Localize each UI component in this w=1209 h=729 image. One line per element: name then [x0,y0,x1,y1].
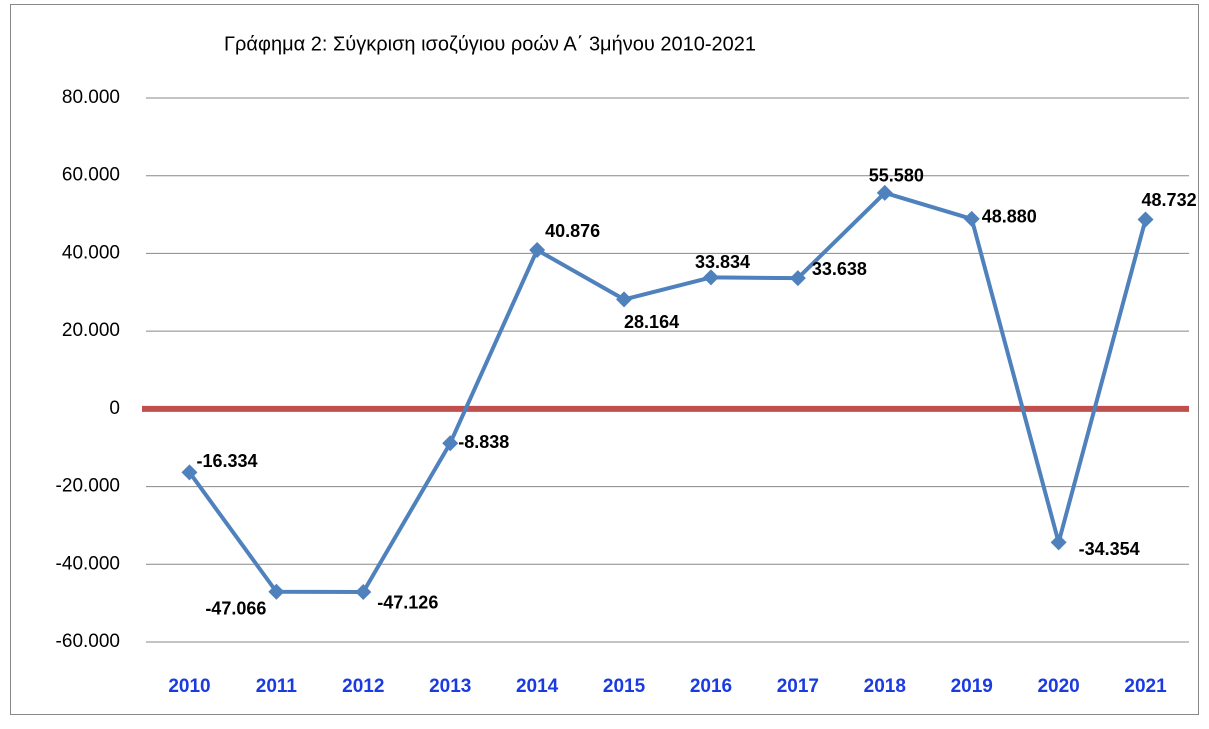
data-label: 28.164 [624,312,679,332]
point-marker [442,435,459,452]
y-tick-label: 40.000 [62,242,120,263]
x-tick-label: 2018 [864,676,906,697]
data-label: 55.580 [869,166,924,186]
x-tick-label: 2012 [342,676,384,697]
x-tick-label: 2017 [777,676,819,697]
data-label: 33.834 [695,252,750,272]
x-tick-label: 2016 [690,676,732,697]
data-label: -16.334 [196,451,257,471]
data-label: -47.066 [205,598,266,618]
y-tick-label: 20.000 [62,320,120,341]
data-label: 48.732 [1142,190,1197,210]
y-tick-label: -20.000 [56,476,120,497]
x-tick-label: 2020 [1037,676,1079,697]
point-marker [355,583,372,600]
x-tick-label: 2013 [429,676,471,697]
point-marker [1137,211,1154,228]
x-tick-label: 2019 [951,676,993,697]
point-marker [963,210,980,227]
data-label: 48.880 [982,207,1037,227]
y-tick-label: 80.000 [62,87,120,108]
point-marker [789,270,806,287]
x-tick-label: 2021 [1124,676,1167,697]
data-label: 33.638 [812,259,867,279]
x-tick-label: 2015 [603,676,646,697]
x-tick-label: 2014 [516,676,559,697]
y-tick-label: 0 [109,398,120,419]
y-tick-label: -60.000 [56,631,120,652]
series-line [187,190,1148,594]
data-label: -47.126 [377,593,438,613]
point-marker [268,583,285,600]
y-tick-label: 60.000 [62,165,120,186]
data-label: -34.354 [1079,539,1140,559]
chart-title: Γράφημα 2: Σύγκριση ισοζύγιου ροών Α΄ 3μ… [224,33,756,55]
point-marker [1050,534,1067,551]
point-marker [529,242,546,259]
x-tick-label: 2011 [256,676,298,697]
point-marker [181,464,198,481]
point-marker [702,269,719,286]
data-label: 40.876 [545,221,600,241]
y-tick-label: -40.000 [56,553,120,574]
chart-frame [10,4,1199,715]
x-tick-label: 2010 [168,676,210,697]
point-marker [876,184,893,201]
data-label: -8.838 [458,432,509,452]
point-marker [616,291,633,308]
